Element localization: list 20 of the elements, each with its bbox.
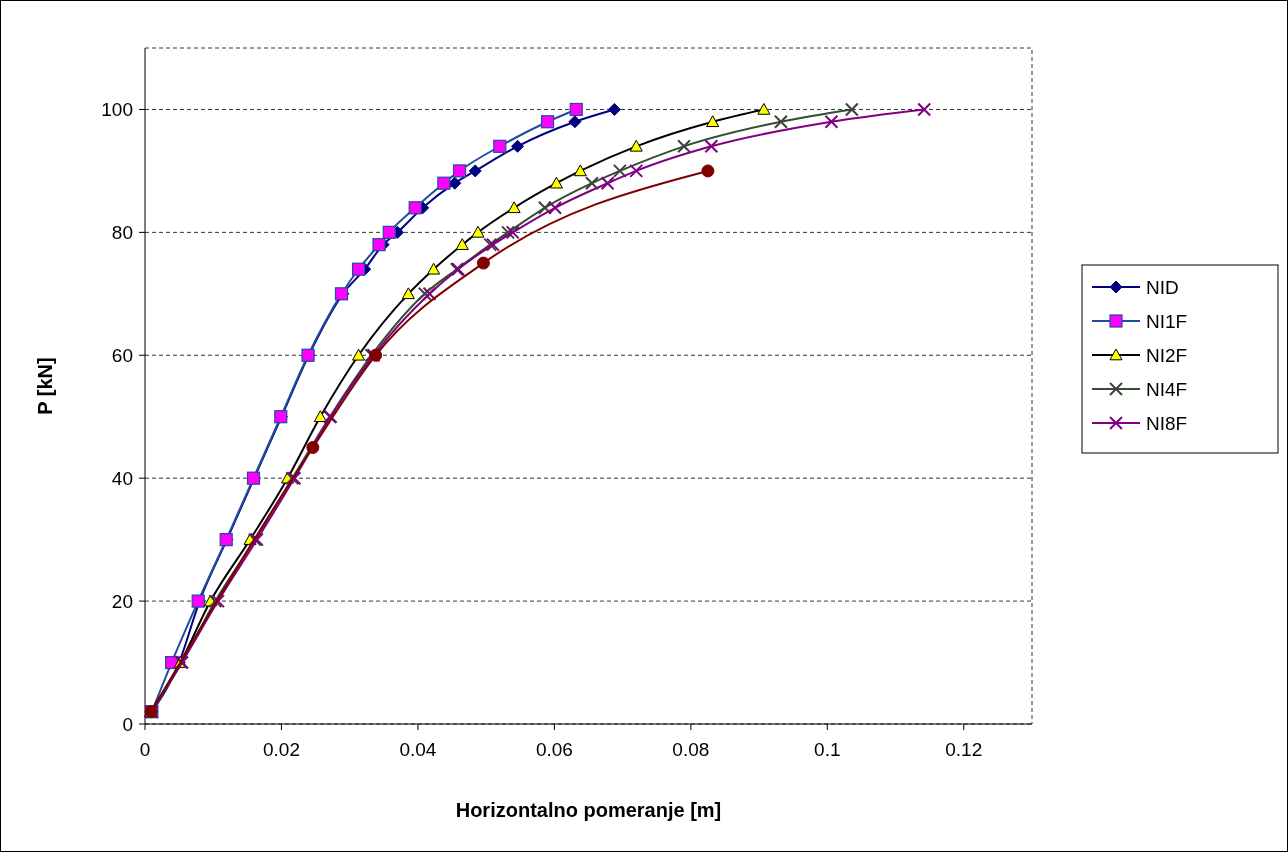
y-tick-label: 100 — [101, 99, 133, 121]
legend-label: NI8F — [1146, 412, 1188, 434]
legend-label: NI4F — [1146, 378, 1188, 400]
x-tick-label: 0.06 — [535, 739, 573, 760]
legend-label: NI1F — [1146, 310, 1188, 332]
y-tick-label: 20 — [111, 590, 133, 612]
x-tick-label: 0.12 — [945, 739, 983, 760]
y-tick-label: 0 — [122, 713, 133, 735]
y-tick-label: 80 — [111, 222, 133, 244]
legend-label: NID — [1146, 276, 1179, 298]
y-axis-title: P [kN] — [34, 357, 56, 415]
y-tick-label: 40 — [111, 467, 133, 489]
x-tick-label: 0.02 — [262, 739, 300, 760]
x-tick-label: 0.04 — [399, 739, 437, 760]
x-tick-label: 0 — [139, 739, 151, 760]
x-tick-label: 0.1 — [814, 739, 841, 760]
x-axis-title: Horizontalno pomeranje [m] — [455, 799, 722, 821]
y-tick-label: 60 — [111, 344, 133, 366]
x-tick-label: 0.08 — [672, 739, 710, 760]
legend-label: NI2F — [1146, 344, 1188, 366]
